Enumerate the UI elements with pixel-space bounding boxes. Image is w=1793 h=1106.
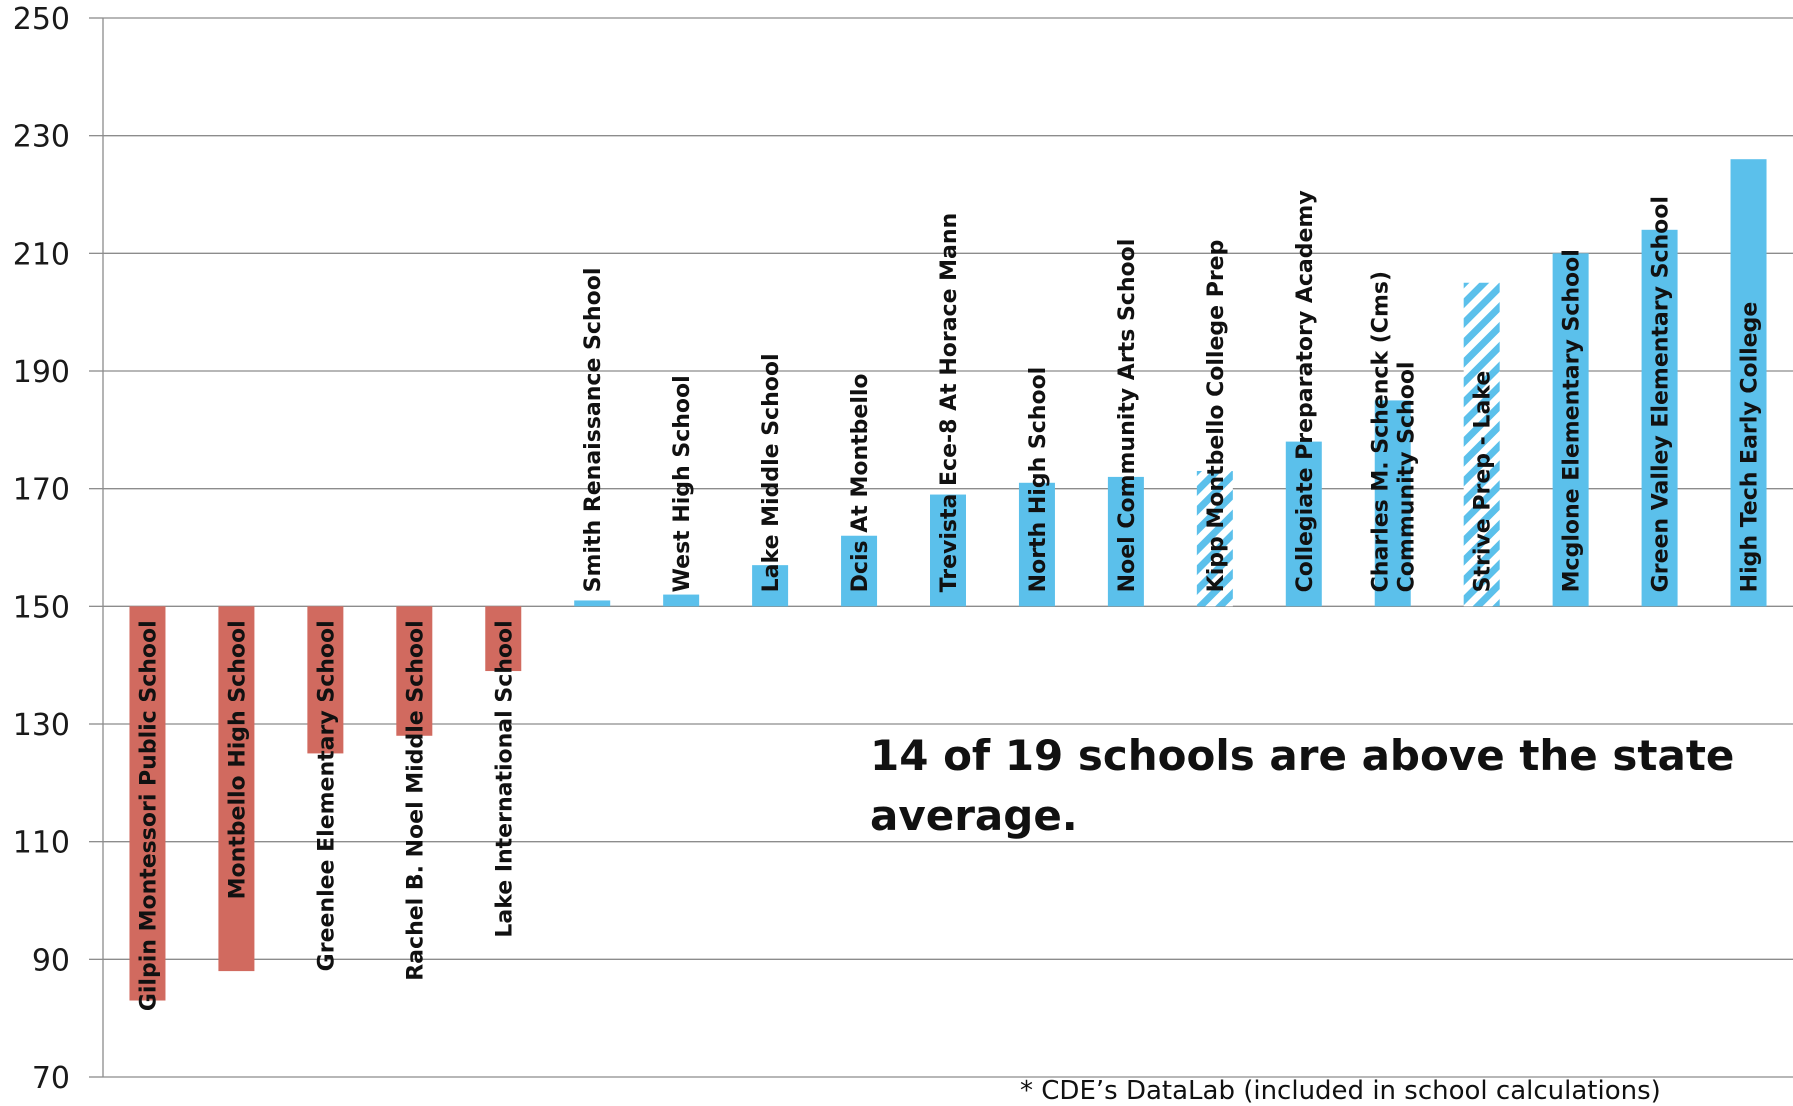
bar-category-label-line: High Tech Early College xyxy=(1738,302,1763,593)
y-tick-label: 150 xyxy=(13,590,70,625)
bar-category-label: Trevista Ece-8 At Horace Mann xyxy=(937,213,962,593)
bar-category-label-line: Trevista Ece-8 At Horace Mann xyxy=(937,213,962,593)
bar xyxy=(663,594,700,607)
y-tick-label: 210 xyxy=(13,237,70,272)
annotation-callout: 14 of 19 schools are above the state ave… xyxy=(870,731,1735,840)
y-tick-label: 90 xyxy=(32,943,70,978)
bar-category-label: Smith Renaissance School xyxy=(581,268,606,593)
bar-category-label-line: Lake International School xyxy=(492,620,517,937)
bar-category-label-line: Smith Renaissance School xyxy=(581,268,606,593)
bar-category-label-line: Montbello High School xyxy=(225,620,250,899)
y-tick-label: 110 xyxy=(13,826,70,861)
bar xyxy=(485,606,522,672)
bar-category-label: Green Valley Elementary School xyxy=(1649,196,1674,592)
bar xyxy=(1107,476,1144,607)
bar xyxy=(1196,471,1233,607)
bar-category-label-line: Community School xyxy=(1395,362,1420,593)
bar-category-label: Charles M. Schenck (Cms)Community School xyxy=(1369,271,1420,592)
bar-category-label: Mcglone Elementary School xyxy=(1560,249,1585,592)
bar-category-label-line: Lake Middle School xyxy=(759,353,784,592)
bar-category-label-line: Rachel B. Noel Middle School xyxy=(403,620,428,980)
bar xyxy=(1285,441,1322,607)
bar-category-label-line: Charles M. Schenck (Cms) xyxy=(1369,271,1394,592)
bar xyxy=(307,606,344,754)
bar-category-label: West High School xyxy=(670,375,695,592)
bar xyxy=(1730,159,1767,607)
bar xyxy=(396,606,433,736)
bar-category-label: Montbello High School xyxy=(225,620,250,899)
bar-category-label: Strive Prep - Lake xyxy=(1471,371,1496,593)
y-tick-label: 190 xyxy=(13,355,70,390)
bar xyxy=(1463,282,1500,607)
bar-category-label: Gilpin Montessori Public School xyxy=(136,620,161,1011)
bar-category-label: North High School xyxy=(1026,367,1051,593)
y-tick-label: 230 xyxy=(13,120,70,155)
bar xyxy=(752,565,789,607)
bar xyxy=(1374,400,1411,607)
bar-category-label: Lake International School xyxy=(492,620,517,937)
y-tick-label: 250 xyxy=(13,2,70,37)
bar xyxy=(841,535,878,607)
bar-category-label: Kipp Montbello College Prep xyxy=(1204,240,1229,593)
bar-category-label-line: Greenlee Elementary School xyxy=(314,620,339,971)
y-tick-label: 170 xyxy=(13,473,70,508)
bar-category-label: Lake Middle School xyxy=(759,353,784,592)
bar-category-label-line: Green Valley Elementary School xyxy=(1649,196,1674,592)
bar-labels: Gilpin Montessori Public School Montbello… xyxy=(136,190,1762,1011)
bar-category-label-line: Kipp Montbello College Prep xyxy=(1204,240,1229,593)
bar-category-label-line: Noel Community Arts School xyxy=(1115,239,1140,593)
bar-category-label: Noel Community Arts School xyxy=(1115,239,1140,593)
bar xyxy=(129,606,166,1001)
bar-category-label: High Tech Early College xyxy=(1738,302,1763,593)
bar-category-label: Dcis At Montbello xyxy=(848,373,873,592)
bar xyxy=(1641,229,1678,607)
bar-category-label-line: Strive Prep - Lake xyxy=(1471,371,1496,593)
bar-category-label-line: Collegiate Preparatory Academy xyxy=(1293,190,1318,592)
bar xyxy=(1552,253,1589,607)
bar-category-label-line: West High School xyxy=(670,375,695,592)
bar-category-label-line: Gilpin Montessori Public School xyxy=(136,620,161,1011)
bars xyxy=(129,159,1767,1001)
bar xyxy=(218,606,255,972)
bar xyxy=(930,494,966,607)
bar-category-label: Rachel B. Noel Middle School xyxy=(403,620,428,980)
bar-category-label-line: North High School xyxy=(1026,367,1051,593)
y-axis: 70 90 110 130 150 170 190 210 230 250 xyxy=(13,2,104,1096)
bar-category-label: Collegiate Preparatory Academy xyxy=(1293,190,1318,592)
bar-category-label-line: Dcis At Montbello xyxy=(848,373,873,592)
footnote: * CDE’s DataLab (included in school calc… xyxy=(1020,1076,1661,1106)
bar xyxy=(1018,482,1055,607)
bar-category-label-line: Mcglone Elementary School xyxy=(1560,249,1585,592)
bar-category-label: Greenlee Elementary School xyxy=(314,620,339,971)
y-tick-label: 70 xyxy=(32,1061,70,1096)
y-tick-label: 130 xyxy=(13,708,70,743)
bar xyxy=(574,600,611,607)
